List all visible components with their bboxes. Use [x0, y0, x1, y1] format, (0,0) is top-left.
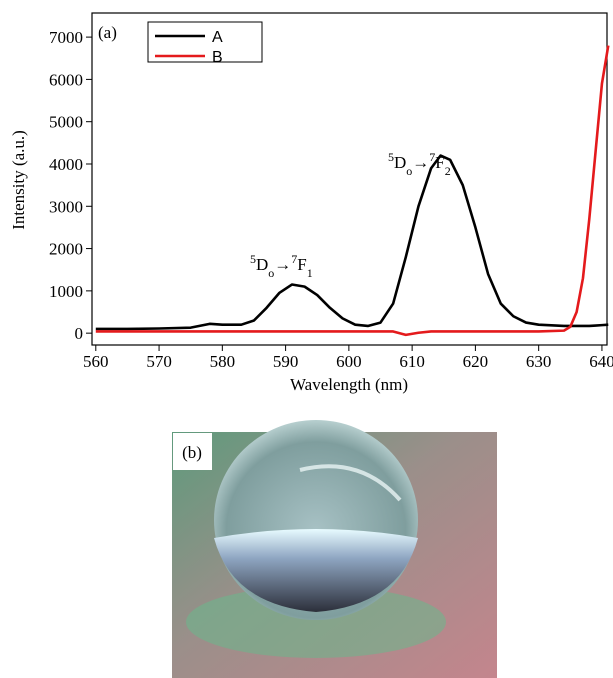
- series-line: [96, 46, 608, 335]
- y-tick-label: 1000: [49, 282, 83, 301]
- legend-label: B: [212, 49, 223, 66]
- annotation-part: D: [394, 153, 406, 172]
- y-tick-label: 2000: [49, 240, 83, 259]
- x-axis-label: Wavelength (nm): [290, 375, 408, 394]
- annotation-part: 1: [307, 266, 313, 280]
- annotation-part: →: [412, 153, 429, 172]
- annotation: 5Do→7F2: [388, 150, 451, 178]
- legend-label: A: [212, 29, 223, 46]
- annotation-part: →: [274, 255, 291, 274]
- x-tick-label: 560: [83, 352, 109, 371]
- x-tick-label: 630: [526, 352, 552, 371]
- photo-highlight: [300, 466, 400, 500]
- annotation: 5Do→7F1: [250, 252, 313, 280]
- photo-droplet: [214, 420, 418, 620]
- photo-droplet-base: [214, 529, 418, 612]
- y-tick-label: 3000: [49, 197, 83, 216]
- x-tick-label: 620: [463, 352, 489, 371]
- series-line: [96, 156, 608, 329]
- panel-label: (a): [98, 23, 117, 42]
- x-tick-label: 600: [336, 352, 362, 371]
- photo: [172, 432, 497, 678]
- annotation-part: D: [256, 255, 268, 274]
- y-tick-label: 7000: [49, 28, 83, 47]
- x-tick-label: 590: [273, 352, 299, 371]
- x-tick-label: 580: [210, 352, 236, 371]
- annotation-part: 2: [445, 164, 451, 178]
- page: (a) Wavelength (nm) Intensity (a.u.) 560…: [0, 0, 613, 678]
- y-tick-label: 4000: [49, 155, 83, 174]
- plot-frame: [92, 13, 607, 345]
- x-tick-label: 570: [146, 352, 172, 371]
- annotation-part: F: [435, 153, 444, 172]
- photo-label: (b): [182, 443, 202, 462]
- y-tick-label: 0: [75, 324, 84, 343]
- y-axis-label: Intensity (a.u.): [9, 130, 28, 230]
- y-tick-label: 5000: [49, 113, 83, 132]
- annotation-part: F: [297, 255, 306, 274]
- photo-label-box: [173, 433, 212, 470]
- y-tick-label: 6000: [49, 70, 83, 89]
- chart: (a) Wavelength (nm) Intensity (a.u.) 560…: [0, 0, 613, 400]
- photo-shadow: [186, 586, 446, 658]
- x-tick-label: 610: [399, 352, 425, 371]
- x-tick-label: 640: [589, 352, 613, 371]
